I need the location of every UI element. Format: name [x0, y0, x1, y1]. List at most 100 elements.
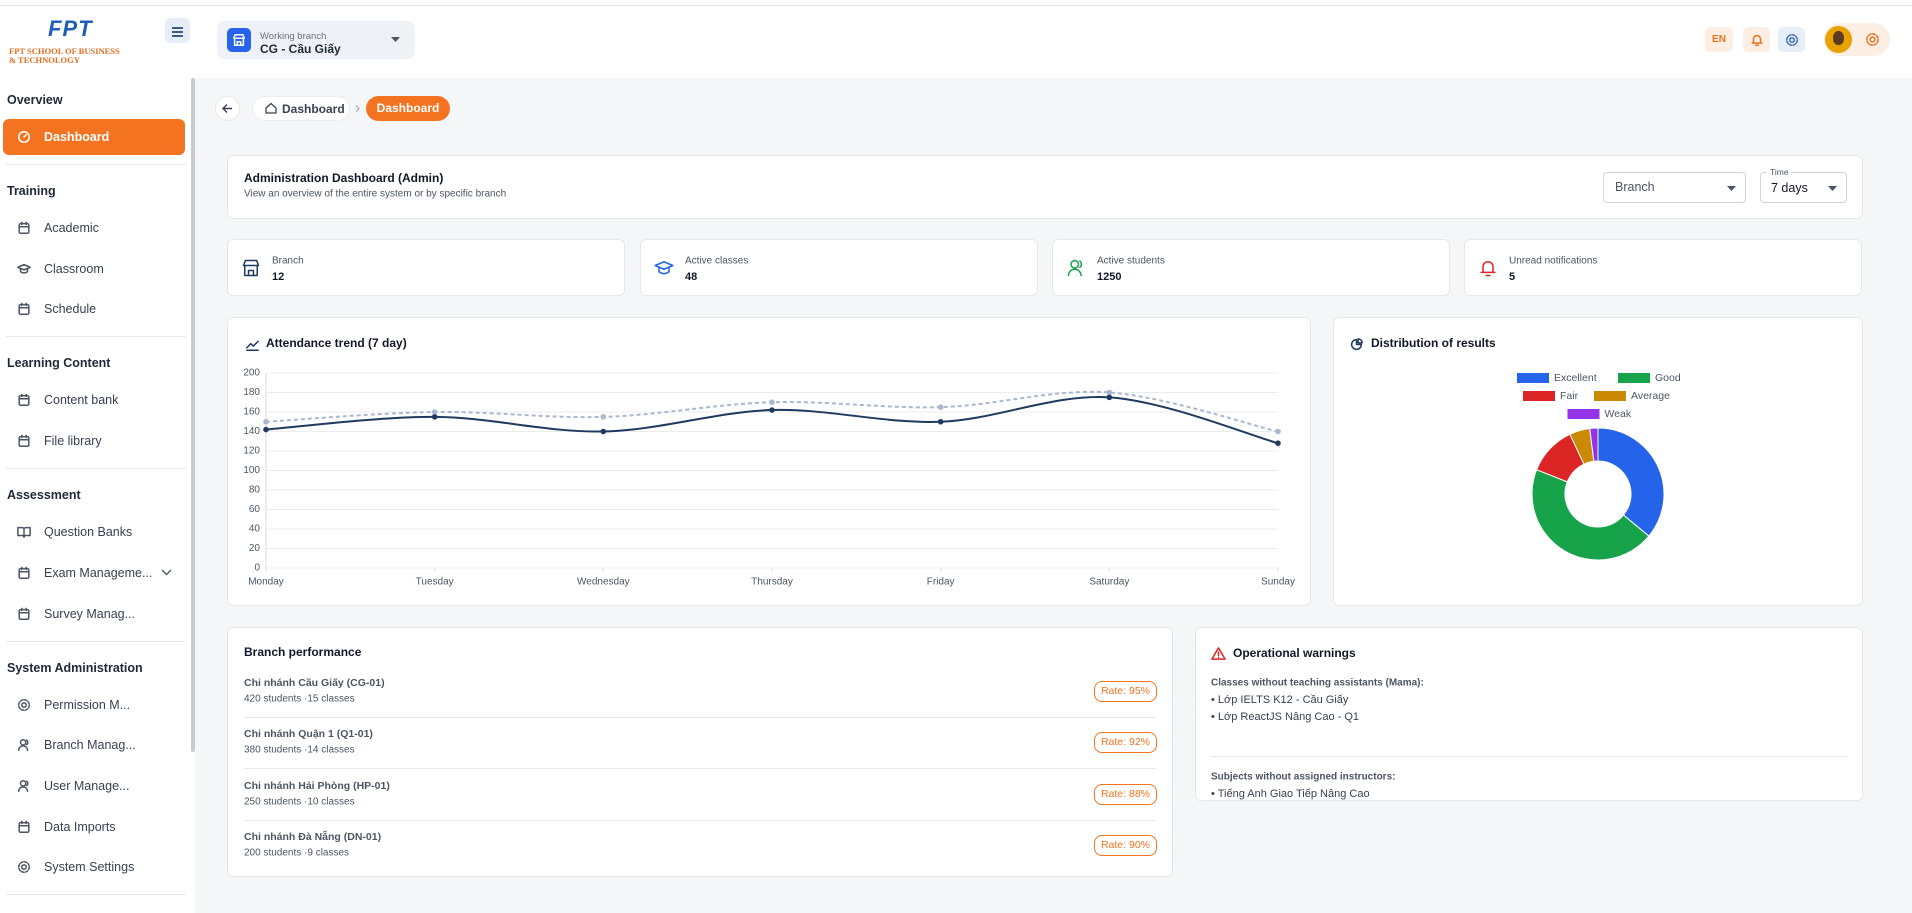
- y-tick-label: 0: [254, 563, 260, 574]
- menu-line: [172, 31, 183, 33]
- sidebar-item[interactable]: Classroom: [44, 261, 104, 276]
- breadcrumb-separator: [355, 105, 360, 112]
- branch-meta: 380 students ·14 classes: [244, 744, 355, 756]
- icon: [242, 259, 260, 277]
- sidebar-item[interactable]: Dashboard: [44, 130, 110, 144]
- branch-selector[interactable]: Working branch CG - Cầu Giấy: [217, 21, 415, 59]
- stat-label: Branch: [272, 255, 304, 267]
- icon-shape: [1785, 33, 1798, 46]
- data-point: [600, 428, 607, 435]
- data-point: [1275, 440, 1281, 446]
- caret-shape: [391, 37, 400, 42]
- icon-shape: [18, 608, 30, 620]
- icon-shape: [18, 861, 30, 874]
- warnings-card: [1195, 627, 1863, 801]
- icon-shape: [18, 821, 30, 833]
- sidebar-item[interactable]: Content bank: [44, 393, 119, 408]
- logo-mark: FPT: [48, 16, 93, 41]
- sidebar-divider: [6, 336, 186, 338]
- legend-swatch: [1567, 409, 1600, 419]
- y-tick-label: 60: [249, 504, 261, 515]
- sidebar-item[interactable]: Survey Manag...: [44, 606, 136, 621]
- language-button[interactable]: EN: [1705, 27, 1733, 52]
- stat-card: [1464, 239, 1862, 296]
- legend-label: Weak: [1605, 408, 1632, 420]
- breadcrumb-active[interactable]: Dashboard: [366, 96, 450, 121]
- sidebar-item[interactable]: User Manage...: [44, 778, 130, 793]
- data-point: [1106, 394, 1113, 401]
- chevron: [161, 569, 172, 576]
- sidebar-item-active[interactable]: [3, 119, 185, 155]
- menu-line: [172, 35, 183, 37]
- icon: [1480, 261, 1496, 277]
- data-point: [769, 399, 775, 406]
- stat-label: Active classes: [685, 255, 749, 267]
- icon-shape: [1210, 646, 1226, 660]
- line-chart: 0 20 40 60 80 100 120 140 160 180 200 Monday Tuesday…: [243, 368, 1295, 588]
- sidebar-item[interactable]: Branch Manag...: [44, 738, 136, 753]
- breadcrumb-item[interactable]: [252, 96, 350, 121]
- chevron-shape: [161, 569, 172, 576]
- icon: [1865, 33, 1879, 46]
- branch-filter[interactable]: Branch: [1603, 172, 1746, 203]
- icon: [1750, 34, 1763, 46]
- icon-shape: [245, 340, 259, 351]
- warning-item: • Lớp IELTS K12 - Cầu Giấy: [1211, 694, 1349, 706]
- icon-shape: [18, 393, 30, 400]
- sidebar-item[interactable]: File library: [44, 434, 102, 449]
- warning-divider: [1211, 756, 1848, 757]
- rate-badge: Rate: 88%: [1093, 783, 1157, 805]
- x-tick-label: Wednesday: [577, 577, 630, 588]
- header-card: [227, 155, 1863, 219]
- branch-meta: 420 students ·15 classes: [244, 693, 355, 705]
- icon-shape: [1750, 34, 1763, 46]
- icon-shape: [1350, 337, 1363, 350]
- notification-button[interactable]: [1743, 27, 1770, 52]
- separator-shape: [355, 105, 360, 112]
- icon: [18, 566, 30, 579]
- legend-label: Fair: [1560, 390, 1579, 402]
- data-point: [263, 418, 269, 425]
- sidebar-item[interactable]: Academic: [44, 221, 99, 235]
- top-border: [0, 5, 1912, 6]
- page-title: Administration Dashboard (Admin): [244, 171, 444, 185]
- sidebar-item[interactable]: Question Banks: [44, 525, 133, 540]
- doughnut-chart: Excellent Good Fair Average Weak: [1517, 372, 1681, 561]
- stat-value: 1250: [1097, 271, 1122, 283]
- icon-shape: [18, 567, 30, 579]
- data-point: [600, 414, 607, 420]
- sidebar-item[interactable]: Exam Manageme...: [44, 565, 153, 580]
- menu-button[interactable]: [165, 18, 190, 43]
- menu-line: [172, 27, 183, 29]
- sidebar-item[interactable]: Permission M...: [44, 697, 131, 712]
- sidebar-item[interactable]: Schedule: [44, 302, 97, 317]
- legend-swatch: [1523, 391, 1555, 401]
- arrow-shape: [222, 104, 232, 113]
- sidebar: [0, 78, 195, 913]
- chart-card: [227, 317, 1311, 606]
- caret: [1727, 186, 1736, 191]
- icon-shape: [18, 131, 30, 143]
- data-point: [769, 407, 775, 413]
- legend-label: Good: [1655, 372, 1681, 384]
- icon: [654, 261, 674, 275]
- branch-label: Working branch: [260, 31, 327, 42]
- sidebar-section: Training: [7, 184, 56, 198]
- icon-shape: [18, 221, 30, 228]
- sidebar-item[interactable]: System Settings: [44, 860, 135, 875]
- sidebar-divider: [6, 640, 186, 642]
- sidebar-item[interactable]: Data Imports: [44, 819, 116, 834]
- sidebar-section: Overview: [7, 93, 63, 107]
- sidebar-section: Learning Content: [7, 356, 111, 371]
- icon: [18, 131, 30, 143]
- icon: [18, 820, 30, 833]
- sidebar-divider: [6, 468, 186, 470]
- caret-shape: [1727, 186, 1736, 191]
- icon-shape: [23, 134, 27, 138]
- settings-button[interactable]: [1778, 27, 1805, 52]
- icon: [1350, 337, 1363, 350]
- time-value: 7 days: [1771, 181, 1808, 195]
- scrollbar: [191, 78, 195, 752]
- icon-shape: [18, 434, 30, 441]
